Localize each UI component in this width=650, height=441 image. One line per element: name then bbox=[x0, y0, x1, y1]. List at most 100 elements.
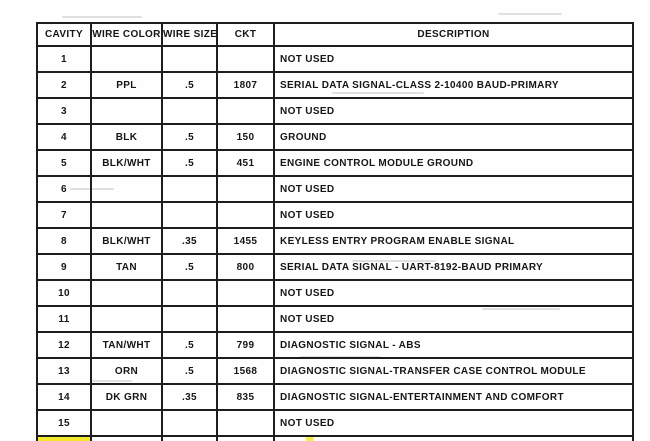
ckt-cell bbox=[216, 97, 275, 125]
table-row: 6 NOT USED bbox=[36, 175, 634, 203]
wire-color-cell: BLK/WHT bbox=[90, 227, 163, 255]
ckt-cell bbox=[216, 279, 275, 307]
wire-color-cell: TAN bbox=[90, 253, 163, 281]
description-cell: NOT USED bbox=[273, 305, 634, 333]
description-text: NOT USED bbox=[280, 313, 335, 325]
cavity-cell: 16 bbox=[36, 435, 92, 441]
description-cell: KEYLESS ENTRY PROGRAM ENABLE SIGNAL bbox=[273, 227, 634, 255]
wire-size-cell bbox=[161, 279, 218, 307]
wire-size-cell: 1 bbox=[161, 435, 218, 441]
cavity-cell: 9 bbox=[36, 253, 92, 281]
table-row: 11 NOT USED bbox=[36, 305, 634, 333]
cavity-cell: 14 bbox=[36, 383, 92, 411]
description-text: NOT USED bbox=[280, 53, 335, 65]
description-text: DIAGNOSTIC SIGNAL-ENTERTAINMENT AND COMF… bbox=[280, 391, 564, 403]
description-cell: GROUND bbox=[273, 123, 634, 151]
wire-color-cell: DK GRN bbox=[90, 383, 163, 411]
table-row: 12 TAN/WHT .5 799 DIAGNOSTIC SIGNAL - AB… bbox=[36, 331, 634, 359]
wire-color-cell bbox=[90, 201, 163, 229]
cavity-cell: 5 bbox=[36, 149, 92, 177]
table-row: 10 NOT USED bbox=[36, 279, 634, 307]
description-text: NOT USED bbox=[280, 105, 335, 117]
wire-size-cell: .5 bbox=[161, 331, 218, 359]
ckt-cell: 840 bbox=[216, 435, 275, 441]
description-cell: NOT USED bbox=[273, 409, 634, 437]
description-cell: ENGINE CONTROL MODULE GROUND bbox=[273, 149, 634, 177]
description-cell: DIAGNOSTIC SIGNAL-ENTERTAINMENT AND COMF… bbox=[273, 383, 634, 411]
description-text: SERIAL DATA SIGNAL-CLASS 2-10400 BAUD-PR… bbox=[280, 79, 559, 91]
description-cell: NOT USED bbox=[273, 97, 634, 125]
description-text: NOT USED bbox=[280, 183, 335, 195]
wire-color-cell bbox=[90, 97, 163, 125]
wire-size-cell bbox=[161, 175, 218, 203]
table-row: 7 NOT USED bbox=[36, 201, 634, 229]
wire-size-cell: .5 bbox=[161, 123, 218, 151]
ckt-cell: 1807 bbox=[216, 71, 275, 99]
description-text: ENGINE CONTROL MODULE GROUND bbox=[280, 157, 474, 169]
table-row: 16 ORN 1 840 FUSE OUTPUT-BATTERY-TYPE II… bbox=[36, 435, 634, 441]
description-text: GROUND bbox=[280, 131, 327, 143]
description-cell: FUSE OUTPUT-BATTERY-TYPE III FUSE bbox=[273, 435, 634, 441]
description-text: SERIAL DATA SIGNAL - UART-8192-BAUD PRIM… bbox=[280, 261, 544, 273]
ckt-cell bbox=[216, 409, 275, 437]
description-text: DIAGNOSTIC SIGNAL - ABS bbox=[280, 339, 421, 351]
wire-color-cell bbox=[90, 409, 163, 437]
scan-artifact bbox=[62, 16, 142, 18]
cavity-cell: 10 bbox=[36, 279, 92, 307]
ckt-cell: 1568 bbox=[216, 357, 275, 385]
description-text: DIAGNOSTIC SIGNAL-TRANSFER CASE CONTROL … bbox=[280, 365, 586, 377]
wire-size-cell: .35 bbox=[161, 383, 218, 411]
cavity-cell: 1 bbox=[36, 45, 92, 73]
wire-color-cell bbox=[90, 175, 163, 203]
header-row: CAVITY WIRE COLOR WIRE SIZE CKT DESCRIPT… bbox=[36, 22, 634, 47]
description-text: NOT USED bbox=[280, 417, 335, 429]
description-cell: NOT USED bbox=[273, 201, 634, 229]
cavity-cell: 3 bbox=[36, 97, 92, 125]
cavity-cell: 15 bbox=[36, 409, 92, 437]
table-row: 13 ORN .5 1568 DIAGNOSTIC SIGNAL-TRANSFE… bbox=[36, 357, 634, 385]
wire-color-cell: BLK bbox=[90, 123, 163, 151]
wire-size-cell: .35 bbox=[161, 227, 218, 255]
cavity-cell: 7 bbox=[36, 201, 92, 229]
header-cavity: CAVITY bbox=[36, 22, 92, 47]
description-cell: DIAGNOSTIC SIGNAL-TRANSFER CASE CONTROL … bbox=[273, 357, 634, 385]
description-cell: NOT USED bbox=[273, 279, 634, 307]
description-text: NOT USED bbox=[280, 287, 335, 299]
table-row: 5 BLK/WHT .5 451 ENGINE CONTROL MODULE G… bbox=[36, 149, 634, 177]
ckt-cell: 451 bbox=[216, 149, 275, 177]
wire-color-cell: TAN/WHT bbox=[90, 331, 163, 359]
wire-size-cell: .5 bbox=[161, 357, 218, 385]
table-row: 14 DK GRN .35 835 DIAGNOSTIC SIGNAL-ENTE… bbox=[36, 383, 634, 411]
table-row: 15 NOT USED bbox=[36, 409, 634, 437]
ckt-cell: 1455 bbox=[216, 227, 275, 255]
description-text: KEYLESS ENTRY PROGRAM ENABLE SIGNAL bbox=[280, 235, 515, 247]
table-row: 4 BLK .5 150 GROUND bbox=[36, 123, 634, 151]
cavity-cell: 4 bbox=[36, 123, 92, 151]
description-cell: SERIAL DATA SIGNAL-CLASS 2-10400 BAUD-PR… bbox=[273, 71, 634, 99]
wire-size-cell bbox=[161, 305, 218, 333]
table-row: 2 PPL .5 1807 SERIAL DATA SIGNAL-CLASS 2… bbox=[36, 71, 634, 99]
table-row: 1 NOT USED bbox=[36, 45, 634, 73]
wire-size-cell: .5 bbox=[161, 71, 218, 99]
ckt-cell bbox=[216, 201, 275, 229]
ckt-cell bbox=[216, 305, 275, 333]
wire-color-cell: BLK/WHT bbox=[90, 149, 163, 177]
wire-size-cell bbox=[161, 97, 218, 125]
table-row: 9 TAN .5 800 SERIAL DATA SIGNAL - UART-8… bbox=[36, 253, 634, 281]
description-cell: SERIAL DATA SIGNAL - UART-8192-BAUD PRIM… bbox=[273, 253, 634, 281]
description-cell: NOT USED bbox=[273, 45, 634, 73]
table-row: 8 BLK/WHT .35 1455 KEYLESS ENTRY PROGRAM… bbox=[36, 227, 634, 255]
wire-color-cell: PPL bbox=[90, 71, 163, 99]
header-description: DESCRIPTION bbox=[273, 22, 634, 47]
connector-pinout-table: CAVITY WIRE COLOR WIRE SIZE CKT DESCRIPT… bbox=[36, 22, 634, 441]
ckt-cell bbox=[216, 175, 275, 203]
wire-color-cell bbox=[90, 305, 163, 333]
wire-color-cell: ORN bbox=[90, 357, 163, 385]
table-row: 3 NOT USED bbox=[36, 97, 634, 125]
cavity-cell: 6 bbox=[36, 175, 92, 203]
cavity-cell: 11 bbox=[36, 305, 92, 333]
ckt-cell: 150 bbox=[216, 123, 275, 151]
wire-color-cell: ORN bbox=[90, 435, 163, 441]
wire-color-cell bbox=[90, 45, 163, 73]
